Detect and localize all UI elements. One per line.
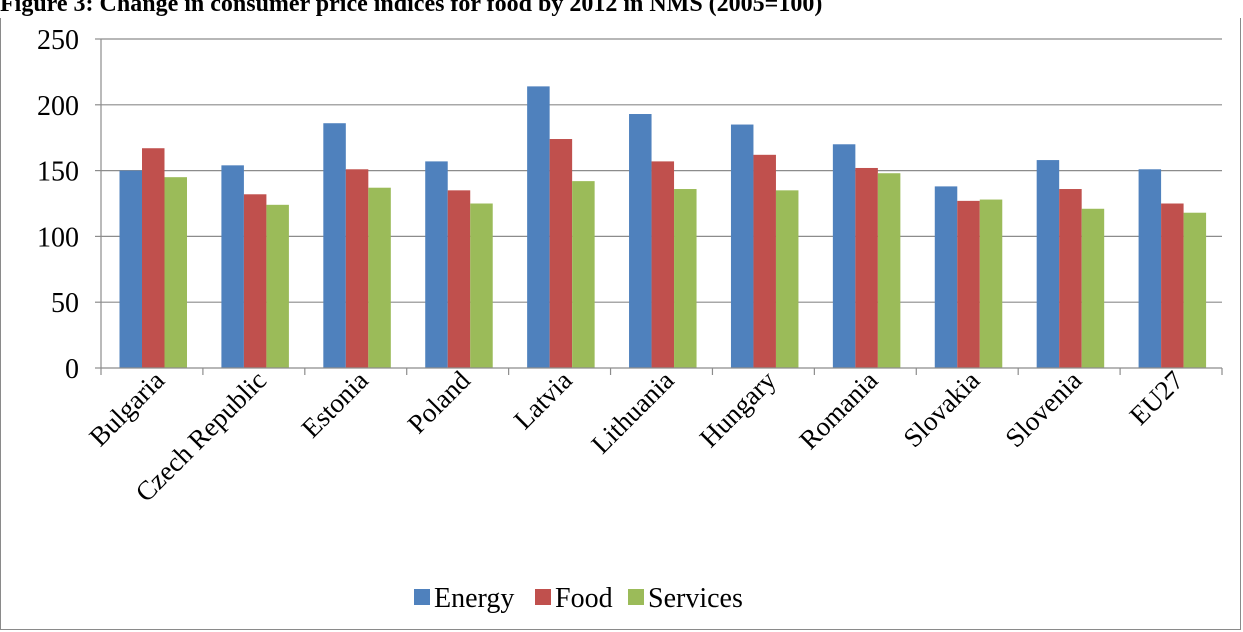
x-category-label: Poland <box>402 365 477 440</box>
bar-services <box>1183 212 1207 368</box>
bar-food <box>1059 189 1082 368</box>
legend-label-energy: Energy <box>434 583 514 614</box>
x-category-label: Lithuania <box>585 365 679 459</box>
bar-services <box>572 181 595 368</box>
x-category-label: Slovenia <box>999 365 1087 453</box>
legend-label-food: Food <box>555 583 613 614</box>
chart-frame <box>0 18 1241 630</box>
bar-energy <box>323 123 346 368</box>
x-category-label: Estonia <box>296 365 374 443</box>
legend-swatch-food <box>535 589 551 605</box>
legend: Energy Food Services <box>414 583 743 614</box>
bar-energy <box>221 165 244 368</box>
figure-title: Figure 3: Change in consumer price indic… <box>0 0 823 17</box>
y-tick-label: 150 <box>37 157 79 188</box>
y-tick-label: 250 <box>37 25 79 56</box>
bar-food <box>753 154 776 368</box>
x-category-label: EU27 <box>1124 365 1190 431</box>
bar-energy <box>629 114 652 369</box>
bar-services <box>164 177 187 368</box>
bar-food <box>957 200 980 368</box>
bar-energy <box>730 124 754 368</box>
bar-energy <box>1036 160 1060 368</box>
bar-food <box>549 139 573 368</box>
x-category-label: Romania <box>793 365 883 455</box>
bar-services <box>266 204 289 368</box>
bar-energy <box>119 170 142 368</box>
bar-food <box>651 161 675 368</box>
bar-services <box>979 199 1003 368</box>
bar-food <box>447 190 471 368</box>
legend-label-services: Services <box>648 583 743 614</box>
x-category-label: Hungary <box>694 365 782 453</box>
legend-swatch-services <box>628 589 644 605</box>
y-tick-label: 0 <box>65 354 79 385</box>
bar-energy <box>425 161 448 368</box>
bar-services <box>1081 208 1105 368</box>
bar-food <box>243 194 267 368</box>
y-tick-label: 200 <box>37 91 79 122</box>
legend-swatch-energy <box>414 589 430 605</box>
axes <box>100 39 1223 375</box>
bar-energy <box>934 186 958 368</box>
bar-services <box>470 203 493 368</box>
bar-services <box>775 190 799 368</box>
bar-services <box>368 187 391 368</box>
bar-energy <box>1138 169 1162 368</box>
bar-food <box>345 169 369 368</box>
y-tick-label: 100 <box>37 222 79 253</box>
bar-food <box>1161 203 1184 368</box>
bar-energy <box>527 86 550 368</box>
bar-food <box>142 148 165 368</box>
x-category-label: Bulgaria <box>83 365 170 452</box>
bars <box>119 86 1207 369</box>
bar-services <box>674 189 697 368</box>
bar-food <box>855 167 878 368</box>
y-tick-label: 50 <box>51 288 79 319</box>
bar-services <box>877 173 901 368</box>
x-category-label: Latvia <box>508 365 578 435</box>
bar-energy <box>832 144 856 368</box>
x-category-label: Slovakia <box>897 365 985 453</box>
y-axis-ticks: 0 50 100 150 200 250 <box>37 25 101 385</box>
